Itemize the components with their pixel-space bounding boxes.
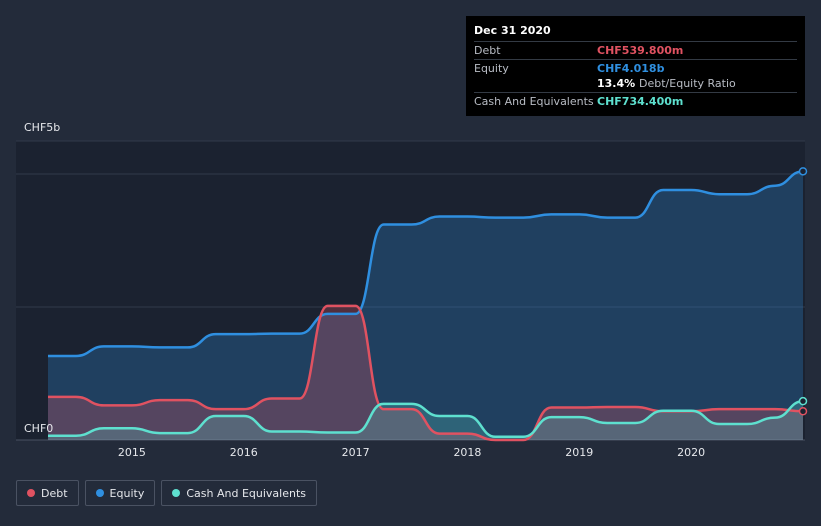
line-cash-and-equivalents <box>47 399 804 439</box>
end-point-debt <box>798 407 808 416</box>
x-tick-label: 2019 <box>565 446 593 459</box>
end-markers <box>798 167 808 416</box>
ratio-percent: 13.4% <box>597 77 636 90</box>
series-lines <box>47 170 804 442</box>
legend-item-debt[interactable]: Debt <box>16 480 79 506</box>
x-tick-label: 2017 <box>342 446 370 459</box>
legend-item-cash[interactable]: Cash And Equivalents <box>161 480 317 506</box>
x-tick-label: 2015 <box>118 446 146 459</box>
area-equity <box>48 171 803 440</box>
grid-lines <box>16 140 805 441</box>
tooltip-debt-label: Debt <box>474 44 501 57</box>
legend-item-equity[interactable]: Equity <box>84 480 156 506</box>
debt-dot-icon <box>27 489 35 497</box>
tooltip-row-debt: Debt CHF539.800m <box>474 41 797 59</box>
tooltip-cash-label: Cash And Equivalents <box>474 95 594 108</box>
legend: Debt Equity Cash And Equivalents <box>16 480 317 506</box>
y-tick-label: CHF5b <box>24 121 60 134</box>
tooltip-ratio-label <box>474 78 597 89</box>
legend-equity-label: Equity <box>109 486 145 500</box>
tooltip-row-ratio: 13.4% Debt/Equity Ratio <box>474 77 797 92</box>
legend-cash-label: Cash And Equivalents <box>186 486 306 500</box>
tooltip-equity-label: Equity <box>474 62 509 75</box>
x-axis-labels: 2015 2016 2017 2018 2019 2020 <box>118 446 705 459</box>
tooltip-debt-value: CHF539.800m <box>597 44 684 57</box>
tooltip: Dec 31 2020 Debt CHF539.800m Equity CHF4… <box>466 16 805 116</box>
tooltip-equity-value: CHF4.018b <box>597 62 665 75</box>
tooltip-title: Dec 31 2020 <box>474 24 551 37</box>
end-point-cash-and-equivalents <box>798 396 808 406</box>
tooltip-ratio-value: 13.4% Debt/Equity Ratio <box>597 78 736 89</box>
legend-debt-label: Debt <box>41 486 68 500</box>
line-equity <box>48 170 804 358</box>
area-debt <box>48 305 803 440</box>
ratio-suffix: Debt/Equity Ratio <box>639 77 736 90</box>
equity-dot-icon <box>95 489 104 497</box>
end-point-equity <box>798 167 808 176</box>
tooltip-row-cash: Cash And Equivalents CHF734.400m <box>474 92 797 110</box>
x-tick-label: 2020 <box>677 446 705 459</box>
tooltip-row-equity: Equity CHF4.018b <box>474 59 797 77</box>
x-tick-label: 2018 <box>453 446 481 459</box>
y-axis-labels: CHF5b CHF0 <box>24 121 60 435</box>
x-tick-label: 2016 <box>230 446 258 459</box>
cash-dot-icon <box>172 489 181 497</box>
y-tick-label: CHF0 <box>24 422 53 435</box>
tooltip-cash-value: CHF734.400m <box>597 95 684 108</box>
